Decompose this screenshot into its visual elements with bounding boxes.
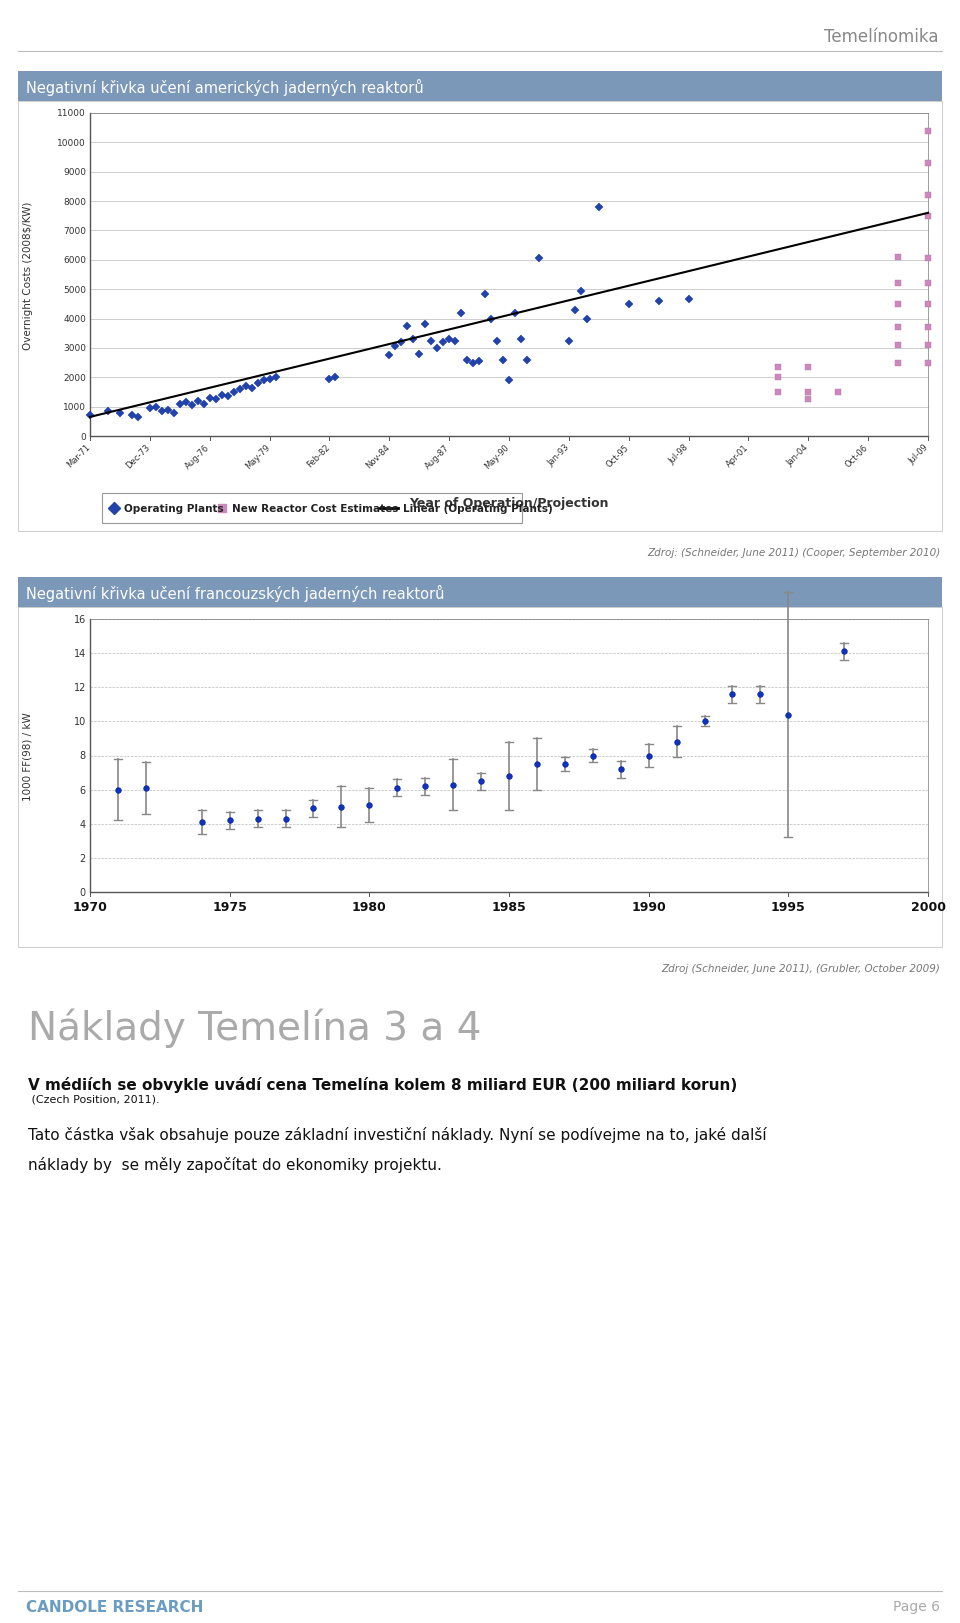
Text: 14: 14 <box>74 649 86 659</box>
Text: 1975: 1975 <box>212 901 247 914</box>
Text: Year of Operation/Projection: Year of Operation/Projection <box>409 497 609 510</box>
Text: 1000: 1000 <box>63 403 86 412</box>
Text: 4000: 4000 <box>63 315 86 325</box>
Text: Temelínomika: Temelínomika <box>824 28 938 45</box>
Text: Aug-76: Aug-76 <box>184 443 212 471</box>
Text: Zdroj: (Schneider, June 2011) (Cooper, September 2010): Zdroj: (Schneider, June 2011) (Cooper, S… <box>647 547 940 558</box>
Text: Oct-95: Oct-95 <box>605 443 631 469</box>
Text: 6000: 6000 <box>63 256 86 265</box>
Text: Jan-93: Jan-93 <box>545 443 571 467</box>
Text: 1985: 1985 <box>492 901 526 914</box>
Text: CANDOLE RESEARCH: CANDOLE RESEARCH <box>26 1599 204 1613</box>
Text: Negativní křivka učení amerických jaderných reaktorů: Negativní křivka učení amerických jadern… <box>26 78 423 96</box>
Text: Jan-04: Jan-04 <box>785 443 810 467</box>
Text: Dec-73: Dec-73 <box>124 443 152 471</box>
Text: Nov-84: Nov-84 <box>364 443 392 471</box>
Text: 6: 6 <box>80 786 86 795</box>
Text: Apr-01: Apr-01 <box>725 443 751 469</box>
Text: Jul-09: Jul-09 <box>907 443 930 466</box>
Text: 9000: 9000 <box>63 169 86 177</box>
Text: 16: 16 <box>74 615 86 625</box>
Text: náklady by  se měly započítat do ekonomiky projektu.: náklady by se měly započítat do ekonomik… <box>28 1156 442 1172</box>
Text: 10000: 10000 <box>58 140 86 148</box>
Text: Linear (Operating Plants): Linear (Operating Plants) <box>403 503 553 514</box>
Text: Page 6: Page 6 <box>893 1599 940 1613</box>
Text: 0: 0 <box>81 432 86 441</box>
Text: Oct-06: Oct-06 <box>844 443 870 469</box>
Text: Jul-98: Jul-98 <box>667 443 690 466</box>
Text: 10: 10 <box>74 717 86 727</box>
Text: 12: 12 <box>74 683 86 693</box>
Text: Feb-82: Feb-82 <box>305 443 331 469</box>
Text: (Czech Position, 2011).: (Czech Position, 2011). <box>28 1094 159 1104</box>
Text: 3000: 3000 <box>63 344 86 354</box>
Text: 2: 2 <box>80 854 86 863</box>
Text: Negativní křivka učení francouzských jaderných reaktorů: Negativní křivka učení francouzských jad… <box>26 584 444 601</box>
Bar <box>102 493 522 524</box>
Text: 0: 0 <box>80 888 86 898</box>
Text: 4: 4 <box>80 820 86 829</box>
Text: 2000: 2000 <box>910 901 946 914</box>
Bar <box>18 102 942 532</box>
Text: 8000: 8000 <box>63 198 86 206</box>
Text: 1980: 1980 <box>352 901 387 914</box>
Text: 1995: 1995 <box>771 901 805 914</box>
Text: 2000: 2000 <box>63 373 86 383</box>
Bar <box>18 71 942 102</box>
Text: Tato částka však obsahuje pouze základní investiční náklady. Nyní se podívejme n: Tato částka však obsahuje pouze základní… <box>28 1126 767 1143</box>
Text: May-90: May-90 <box>483 443 511 471</box>
Bar <box>18 607 942 948</box>
Text: 1000 FF(98) / kW: 1000 FF(98) / kW <box>23 712 33 800</box>
Text: Operating Plants: Operating Plants <box>124 503 224 514</box>
Text: 11000: 11000 <box>58 109 86 118</box>
Text: Mar-71: Mar-71 <box>65 443 92 469</box>
Text: 1990: 1990 <box>632 901 666 914</box>
Text: Zdroj (Schneider, June 2011), (Grubler, October 2009): Zdroj (Schneider, June 2011), (Grubler, … <box>661 964 940 974</box>
Text: 5000: 5000 <box>63 286 86 294</box>
Text: Overnight Costs (2008$/KW): Overnight Costs (2008$/KW) <box>23 201 33 349</box>
Bar <box>18 578 942 607</box>
Text: 8: 8 <box>80 751 86 761</box>
Text: Aug-87: Aug-87 <box>423 443 451 471</box>
Text: Náklady Temelína 3 a 4: Náklady Temelína 3 a 4 <box>28 1008 481 1048</box>
Text: May-79: May-79 <box>244 443 272 471</box>
Text: New Reactor Cost Estimates: New Reactor Cost Estimates <box>232 503 398 514</box>
Text: 7000: 7000 <box>63 227 86 235</box>
Text: V médiích se obvykle uvádí cena Temelína kolem 8 miliard EUR (200 miliard korun): V médiích se obvykle uvádí cena Temelína… <box>28 1076 737 1092</box>
Text: 1970: 1970 <box>73 901 108 914</box>
